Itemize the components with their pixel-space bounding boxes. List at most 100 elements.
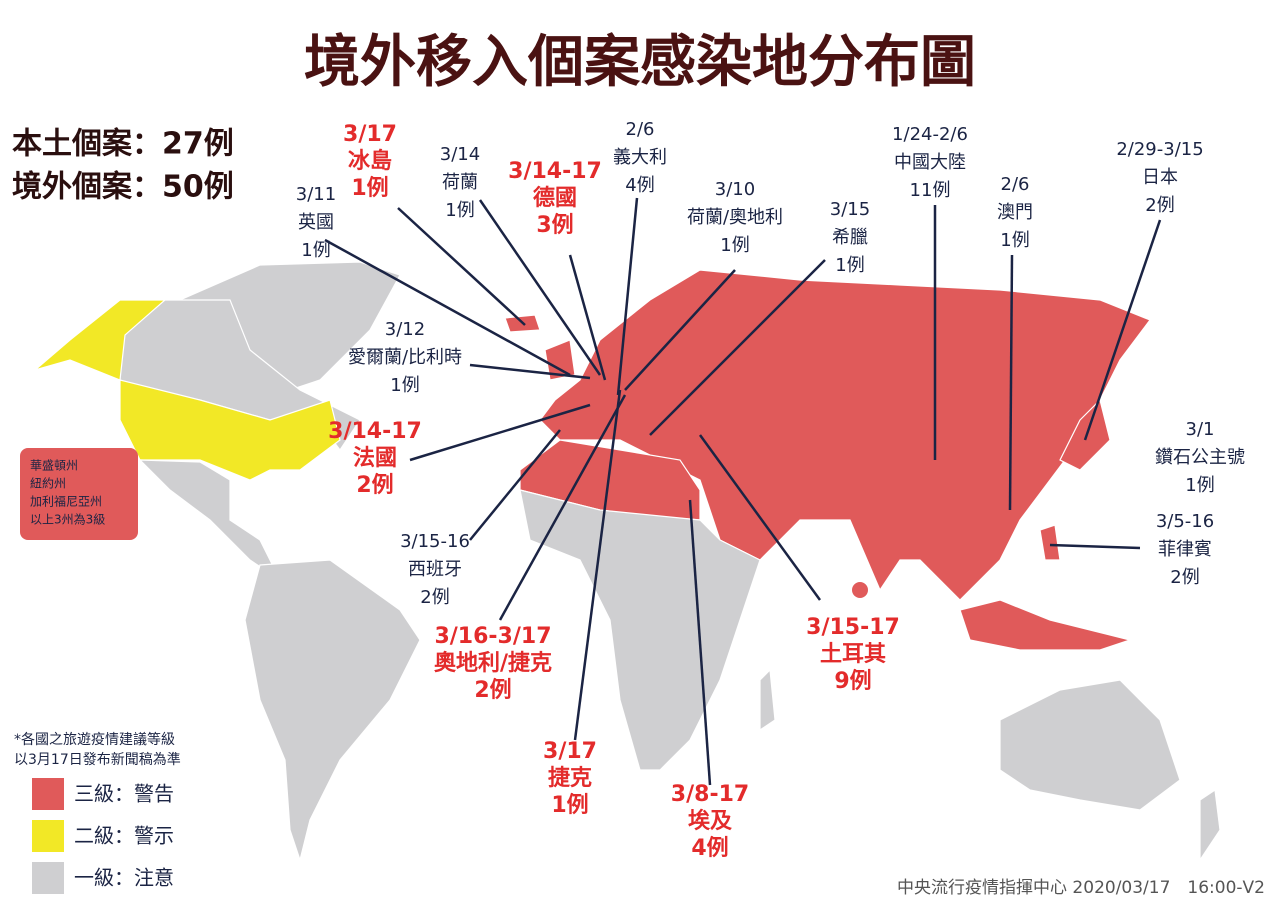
callout-date: 3/17 xyxy=(543,739,597,764)
callout-count: 4例 xyxy=(691,836,728,861)
callout-count: 1例 xyxy=(390,375,419,396)
callout-place: 法國 xyxy=(353,446,397,471)
callout-date: 2/29-3/15 xyxy=(1116,139,1203,160)
callout-date: 3/15-16 xyxy=(400,531,470,552)
callout-place: 荷蘭 xyxy=(442,172,478,193)
callout-count: 2例 xyxy=(474,678,511,703)
ship-location xyxy=(852,582,868,598)
callout-count: 2例 xyxy=(1145,195,1174,216)
legend-label: 一級：注意 xyxy=(74,866,174,890)
callout-date: 3/8-17 xyxy=(671,782,749,807)
callout-pointer xyxy=(469,429,561,541)
callout-date: 3/14-17 xyxy=(508,159,602,184)
south-america xyxy=(244,559,421,863)
callout-date: 2/6 xyxy=(626,119,655,140)
callout-date: 3/10 xyxy=(715,179,755,200)
uk xyxy=(544,339,576,381)
legend-label: 三級：警告 xyxy=(74,782,174,806)
callout-place: 冰島 xyxy=(348,148,392,174)
callout-place: 義大利 xyxy=(613,147,667,168)
callout-date: 3/12 xyxy=(385,319,425,340)
callout-date: 2/6 xyxy=(1001,174,1030,195)
legend-label: 二級：警示 xyxy=(74,824,174,848)
callout-place: 西班牙 xyxy=(408,559,462,580)
madagascar xyxy=(759,668,776,732)
callout-place: 希臘 xyxy=(832,227,868,248)
us-note-line: 以上3州為3級 xyxy=(30,513,105,527)
legend-swatch xyxy=(32,778,64,810)
summary-line: 本土個案：27例 xyxy=(12,127,234,162)
callout-count: 4例 xyxy=(625,175,654,196)
callout-count: 1例 xyxy=(351,176,388,201)
callout-pointer xyxy=(688,499,712,786)
callout-place: 捷克 xyxy=(548,765,592,791)
callout-place: 英國 xyxy=(298,212,334,233)
new-zealand xyxy=(1199,788,1221,862)
callout-count: 1例 xyxy=(1185,475,1214,496)
eurasia xyxy=(539,269,1151,601)
callout-date: 3/14 xyxy=(440,144,480,165)
callout-pointer xyxy=(573,389,622,741)
callout-count: 11例 xyxy=(910,180,951,201)
callout-count: 1例 xyxy=(720,235,749,256)
callout-pointer xyxy=(1049,543,1141,550)
source: 中央流行疫情指揮中心 2020/03/17 16:00-V2 xyxy=(897,878,1265,898)
legend-swatch xyxy=(32,820,64,852)
callout-date: 3/15 xyxy=(830,199,870,220)
australia xyxy=(999,679,1181,811)
footnote: *各國之旅遊疫情建議等級 xyxy=(14,731,175,748)
callout-count: 3例 xyxy=(536,213,573,238)
callout-date: 3/16-3/17 xyxy=(434,624,551,649)
us-note-line: 華盛頓州 xyxy=(30,458,78,473)
us-note-box xyxy=(20,448,138,540)
callout-date: 3/15-17 xyxy=(806,615,900,640)
callout-pointer xyxy=(498,394,627,621)
footnote: 以3月17日發布新聞稿為準 xyxy=(14,752,181,768)
summary-line: 境外個案：50例 xyxy=(12,170,234,205)
callout-count: 2例 xyxy=(1170,567,1199,588)
callout-count: 1例 xyxy=(835,255,864,276)
us-note-line: 加利福尼亞州 xyxy=(30,494,102,509)
callout-pointer xyxy=(324,238,571,377)
africa xyxy=(519,489,761,771)
callout-pointer xyxy=(478,199,602,376)
callout-place: 日本 xyxy=(1142,167,1178,188)
legend-swatch xyxy=(32,862,64,894)
callout-pointer xyxy=(624,269,736,391)
us-note-line: 紐約州 xyxy=(30,476,66,491)
callout-count: 2例 xyxy=(420,587,449,608)
callout-pointer xyxy=(568,254,607,381)
callout-date: 1/24-2/6 xyxy=(892,124,968,145)
callout-count: 9例 xyxy=(834,669,871,694)
central-america xyxy=(138,459,282,582)
southeast-asia-islands xyxy=(959,599,1133,651)
callout-count: 1例 xyxy=(551,793,588,818)
philippines xyxy=(1039,524,1061,561)
callout-pointer xyxy=(1083,219,1162,441)
callout-date: 3/14-17 xyxy=(328,419,422,444)
callout-date: 3/1 xyxy=(1186,419,1215,440)
title: 境外移入個案感染地分布圖 xyxy=(304,30,976,95)
callout-pointer xyxy=(397,207,526,326)
callout-place: 鑽石公主號 xyxy=(1155,447,1245,468)
callout-count: 2例 xyxy=(356,473,393,498)
callout-count: 1例 xyxy=(445,200,474,221)
callout-place: 澳門 xyxy=(997,202,1033,223)
callout-date: 3/11 xyxy=(296,184,336,205)
callout-pointer xyxy=(409,403,591,462)
callout-date: 3/17 xyxy=(343,122,397,147)
callout-place: 土耳其 xyxy=(820,642,886,667)
callout-pointer xyxy=(616,197,639,396)
callout-place: 荷蘭/奧地利 xyxy=(687,207,783,228)
callout-place: 中國大陸 xyxy=(894,152,966,173)
callout-place: 德國 xyxy=(533,185,577,211)
world-map xyxy=(34,261,1221,863)
callout-pointer xyxy=(1008,254,1014,511)
callout-date: 3/5-16 xyxy=(1156,511,1214,532)
callout-pointer xyxy=(698,434,822,601)
callout-pointer xyxy=(649,259,826,436)
alaska xyxy=(34,299,167,381)
